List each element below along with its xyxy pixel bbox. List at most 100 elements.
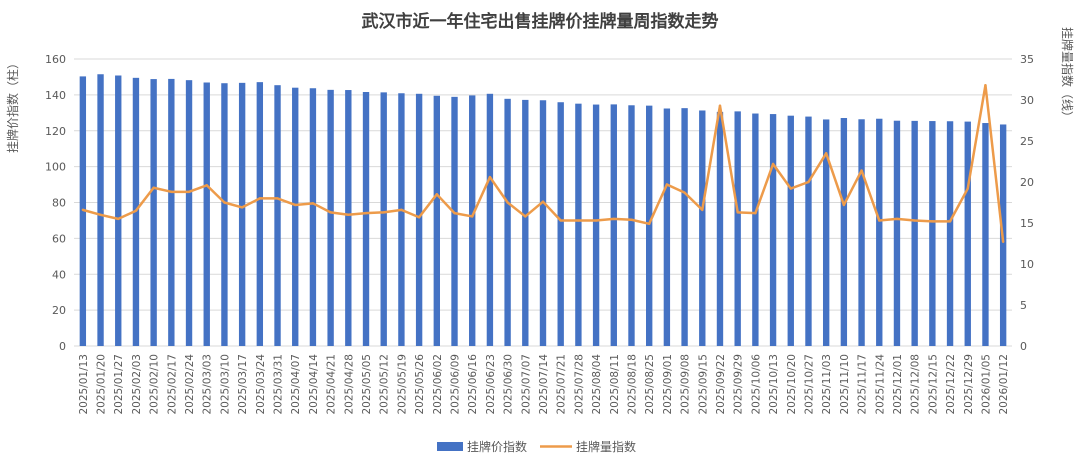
x-tick-label: 2025/09/08 <box>680 354 692 415</box>
x-tick-label: 2025/03/17 <box>237 354 249 415</box>
point-volume-index <box>152 186 155 189</box>
y-right-tick-label: 30 <box>1020 94 1034 107</box>
x-tick-label: 2025/09/22 <box>715 354 727 415</box>
point-volume-index <box>223 201 226 204</box>
x-tick-label: 2026/01/05 <box>980 354 992 415</box>
bar-price-index <box>893 120 901 346</box>
bar-price-index <box>292 87 299 346</box>
x-tick-label: 2025/04/28 <box>343 354 355 415</box>
point-volume-index <box>860 169 863 172</box>
x-tick-label: 2025/09/15 <box>697 354 709 415</box>
y-right-tick-label: 15 <box>1020 217 1034 230</box>
x-tick-label: 2025/05/12 <box>379 354 391 415</box>
bar-price-index <box>398 93 405 347</box>
x-tick-label: 2025/02/24 <box>184 354 196 415</box>
point-volume-index <box>665 183 669 186</box>
point-volume-index <box>258 197 262 200</box>
point-volume-index <box>541 200 545 203</box>
bar-price-index <box>575 103 582 347</box>
bar-price-index <box>433 95 440 346</box>
point-volume-index <box>294 203 297 207</box>
x-tick-label: 2025/10/06 <box>750 354 762 415</box>
y-left-tick-label: 100 <box>45 161 66 174</box>
point-volume-index <box>931 220 934 223</box>
x-tick-label: 2025/07/28 <box>573 354 585 415</box>
point-volume-index <box>382 211 385 214</box>
bar-price-index <box>362 92 370 346</box>
bar-price-index <box>946 121 954 346</box>
x-tick-label: 2025/07/07 <box>520 354 532 415</box>
bar-price-index <box>929 121 936 346</box>
x-tick-label: 2025/01/20 <box>96 354 108 415</box>
x-tick-label: 2025/04/14 <box>308 354 320 415</box>
bar-price-index <box>699 110 706 346</box>
point-volume-index <box>205 184 208 187</box>
x-tick-label: 2025/02/03 <box>131 354 143 415</box>
point-volume-index <box>807 180 810 184</box>
bar-price-index <box>592 104 600 346</box>
bar-price-index <box>451 96 458 347</box>
bar-price-index <box>646 105 653 346</box>
bar-price-index <box>752 113 759 346</box>
point-volume-index <box>577 219 580 222</box>
point-volume-index <box>718 104 722 107</box>
x-tick-label: 2025/07/21 <box>556 354 568 415</box>
bar-price-index <box>734 111 741 346</box>
x-tick-label: 2025/06/09 <box>450 354 462 415</box>
x-tick-label: 2025/06/23 <box>485 354 497 415</box>
point-volume-index <box>842 203 846 207</box>
x-tick-label: 2025/12/08 <box>910 354 922 415</box>
point-volume-index <box>347 213 350 216</box>
point-volume-index <box>594 219 598 222</box>
y-right-tick-label: 10 <box>1020 258 1034 271</box>
chart-title: 武汉市近一年住宅出售挂牌价挂牌量周指数走势 <box>362 11 719 32</box>
bar-price-index <box>415 93 423 346</box>
point-volume-index <box>789 187 792 190</box>
x-tick-label: 2025/04/07 <box>290 354 302 415</box>
x-tick-label: 2025/01/13 <box>78 354 90 415</box>
bar-price-index <box>681 108 688 347</box>
bar-price-index <box>663 108 671 346</box>
bar-price-index <box>840 118 848 346</box>
point-volume-index <box>878 219 881 222</box>
bar-price-index <box>822 119 830 346</box>
point-volume-index <box>612 217 615 221</box>
bar-price-index <box>238 82 246 346</box>
point-volume-index <box>488 175 492 179</box>
x-tick-label: 2025/03/10 <box>219 354 231 415</box>
x-tick-label: 2025/05/26 <box>414 354 426 415</box>
point-volume-index <box>240 206 244 209</box>
bar-price-index <box>380 92 387 347</box>
point-volume-index <box>966 187 969 190</box>
bar-price-index <box>79 76 87 346</box>
bar-price-index <box>185 80 193 346</box>
bar-price-index <box>486 93 494 346</box>
bar-price-index <box>203 82 210 347</box>
y-right-tick-label: 20 <box>1020 176 1034 189</box>
x-tick-label: 2025/08/11 <box>609 354 621 415</box>
y-axis-left-title: 挂牌价指数（柱） <box>5 57 20 153</box>
bar-price-index <box>469 95 476 347</box>
x-tick-label: 2025/09/01 <box>662 354 674 415</box>
x-tick-label: 2025/11/24 <box>874 354 886 415</box>
x-tick-label: 2025/06/30 <box>503 354 515 415</box>
x-tick-label: 2025/08/04 <box>591 354 603 415</box>
point-volume-index <box>736 211 739 214</box>
x-tick-label: 2025/03/24 <box>255 354 267 415</box>
x-tick-label: 2025/02/10 <box>149 354 161 415</box>
x-tick-label: 2025/04/21 <box>326 354 338 415</box>
point-volume-index <box>187 190 191 194</box>
x-tick-label: 2025/12/22 <box>945 354 957 415</box>
y-right-tick-label: 5 <box>1020 299 1027 312</box>
x-tick-label: 2025/05/19 <box>396 354 408 415</box>
point-volume-index <box>701 208 704 212</box>
point-volume-index <box>913 219 916 222</box>
y-axis-right-title: 挂牌量指数（线） <box>1060 27 1075 123</box>
x-tick-label: 2025/11/03 <box>821 354 833 415</box>
y-left-tick-label: 80 <box>52 197 66 210</box>
bar-price-index <box>504 98 511 346</box>
point-volume-index <box>400 208 403 212</box>
bar-price-index <box>911 120 918 347</box>
y-right-tick-label: 35 <box>1020 53 1034 66</box>
point-volume-index <box>824 152 828 155</box>
